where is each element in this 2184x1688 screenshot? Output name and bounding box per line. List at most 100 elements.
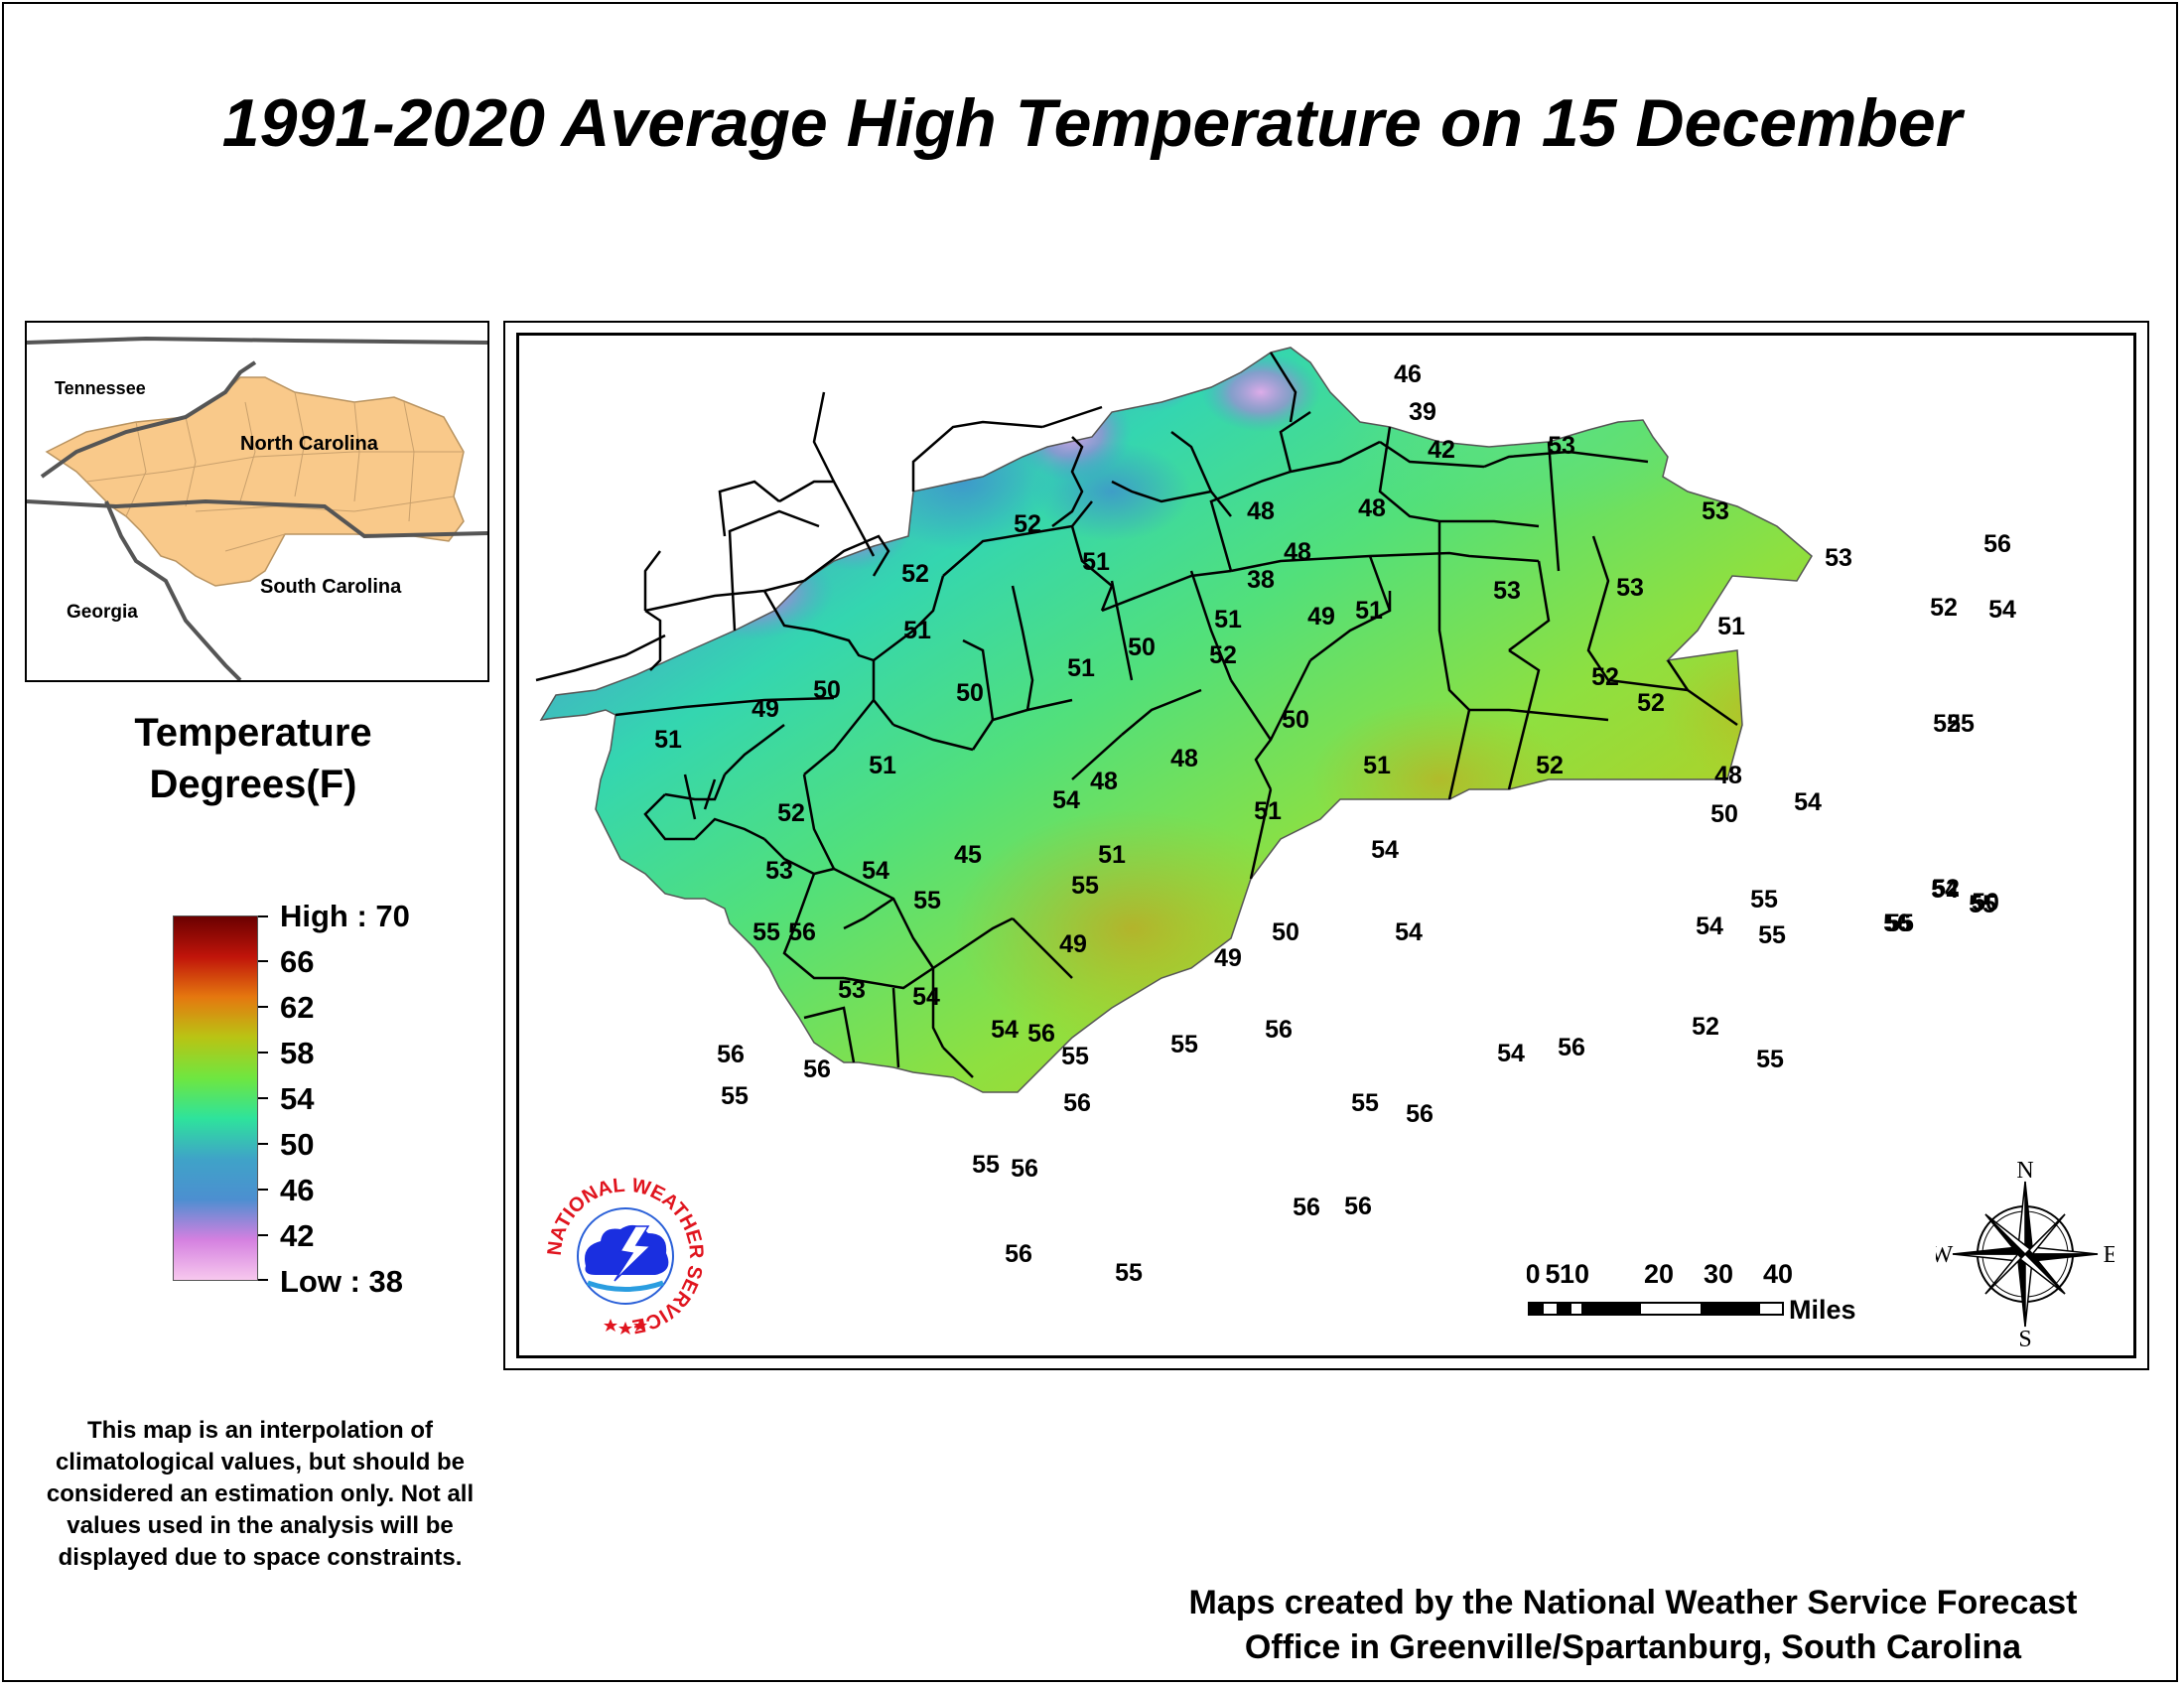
station-value-label: 50	[1272, 918, 1299, 946]
station-value-label: 51	[1082, 548, 1110, 576]
credit-text: Maps created by the National Weather Ser…	[1062, 1581, 2184, 1670]
scale-bar-svg: 0 5 10 20 30 40 Miles	[1525, 1259, 1856, 1325]
station-value-label: 56	[1293, 1194, 1320, 1221]
county-boundary-27	[1111, 480, 1212, 503]
station-value-label: 52	[1591, 663, 1619, 691]
station-value-label: 55	[752, 918, 780, 946]
legend-tick-label: 66	[280, 944, 315, 979]
county-boundary-25	[1051, 436, 1084, 527]
legend-tick-label: 46	[280, 1173, 315, 1207]
legend-tick-label: 62	[280, 990, 315, 1025]
station-value-label: 49	[1214, 944, 1242, 972]
inset-ga-sc-border	[104, 500, 242, 680]
station-value-label: 55	[1758, 921, 1786, 949]
county-boundary-48	[992, 698, 1073, 722]
county-boundary-57	[683, 774, 697, 820]
station-value-label: 55	[972, 1151, 1000, 1179]
legend-tick-label: 54	[280, 1081, 315, 1116]
station-value-label: 56	[1265, 1016, 1293, 1044]
station-value-label: 50	[813, 676, 841, 704]
scale-bar: 0 5 10 20 30 40 Miles	[1525, 1259, 1864, 1326]
county-boundary-11	[718, 480, 780, 537]
county-boundary-7	[614, 696, 835, 717]
scale-tick-40: 40	[1763, 1261, 1793, 1289]
station-value-label: 55	[913, 887, 941, 914]
county-boundary-26	[1170, 431, 1232, 517]
station-value-label: 56	[1011, 1155, 1038, 1183]
station-value-label: 53	[1493, 577, 1521, 605]
county-boundary-16	[1070, 525, 1114, 612]
station-value-label: 52	[1692, 1013, 1719, 1041]
county-boundary-2	[763, 579, 805, 593]
county-boundary-54	[802, 774, 836, 870]
station-value-label: 53	[765, 857, 793, 885]
county-boundary-15	[942, 500, 1093, 577]
scale-tick-10: 10	[1560, 1261, 1589, 1289]
station-value-label: 51	[1098, 841, 1126, 869]
compass-rose-svg: N S E W	[1931, 1158, 2118, 1352]
credit-line1: Maps created by the National Weather Ser…	[1188, 1584, 2078, 1621]
station-value-label: 48	[1714, 762, 1742, 789]
station-value-label: 45	[954, 841, 982, 869]
station-value-label: 54	[862, 857, 889, 885]
county-boundary-38	[1309, 591, 1392, 661]
station-value-label: 48	[1284, 538, 1311, 566]
station-value-label: 52	[1637, 689, 1665, 717]
county-boundary-10	[812, 391, 836, 483]
station-value-label: 48	[1247, 497, 1275, 525]
station-value-label: 50	[1972, 889, 1999, 916]
county-boundary-69	[942, 1047, 974, 1078]
station-value-label: 51	[1355, 597, 1383, 625]
county-boundary-31	[1586, 535, 1689, 692]
county-boundary-20	[1290, 440, 1381, 474]
county-boundary-28	[1269, 352, 1297, 423]
county-boundary-59	[694, 817, 765, 841]
compass-n: N	[2016, 1160, 2033, 1184]
station-value-label: 54	[1931, 876, 1959, 904]
county-boundary-43	[1229, 679, 1273, 741]
station-value-label: 54	[1696, 913, 1723, 940]
station-value-label: 53	[1825, 544, 1852, 572]
station-value-label: 53	[838, 976, 866, 1004]
scale-tick-0: 0	[1527, 1261, 1541, 1289]
station-value-label: 51	[1363, 752, 1391, 779]
county-boundary-64	[1012, 917, 1073, 979]
station-value-label: 55	[1969, 891, 1996, 918]
county-boundary-65	[792, 873, 816, 929]
station-value-label: 52	[1536, 752, 1564, 779]
station-value-label: 46	[1394, 360, 1422, 388]
county-boundary-24	[1279, 410, 1311, 473]
station-value-label: 55	[1886, 910, 1914, 937]
scale-unit: Miles	[1789, 1295, 1856, 1321]
county-boundary-61	[833, 867, 935, 969]
scale-tick-5: 5	[1545, 1261, 1560, 1289]
station-value-label: 49	[751, 695, 779, 723]
county-boundary-58	[643, 793, 695, 841]
station-value-label: 52	[1933, 710, 1961, 738]
county-boundary-55	[724, 724, 785, 775]
station-value-label: 56	[788, 918, 816, 946]
county-boundary-37	[1447, 709, 1471, 800]
station-value-label: 49	[1307, 603, 1335, 631]
station-value-label: 55	[721, 1082, 749, 1110]
legend-tick-label: 50	[280, 1127, 315, 1162]
station-value-label: 56	[1344, 1193, 1372, 1220]
county-boundary-52	[971, 719, 995, 751]
station-value-label: 51	[1067, 654, 1095, 682]
station-value-label: 56	[1063, 1089, 1091, 1117]
station-value-label: 55	[1947, 710, 1975, 738]
county-boundary-44	[1121, 688, 1202, 736]
county-boundary-29	[1378, 426, 1440, 523]
station-value-label: 52	[777, 799, 805, 827]
inset-county-lines	[85, 391, 464, 552]
station-value-label: 51	[1254, 797, 1282, 825]
station-value-label: 56	[717, 1041, 745, 1068]
county-boundary-30	[1439, 519, 1540, 528]
scale-tick-20: 20	[1644, 1261, 1674, 1289]
station-value-label: 51	[1717, 613, 1745, 640]
legend-title-line2: Degrees(F)	[149, 763, 357, 806]
station-value-label: 42	[1428, 436, 1455, 464]
map-inner-frame	[516, 333, 2136, 1358]
station-value-label: 54	[1988, 596, 2016, 624]
